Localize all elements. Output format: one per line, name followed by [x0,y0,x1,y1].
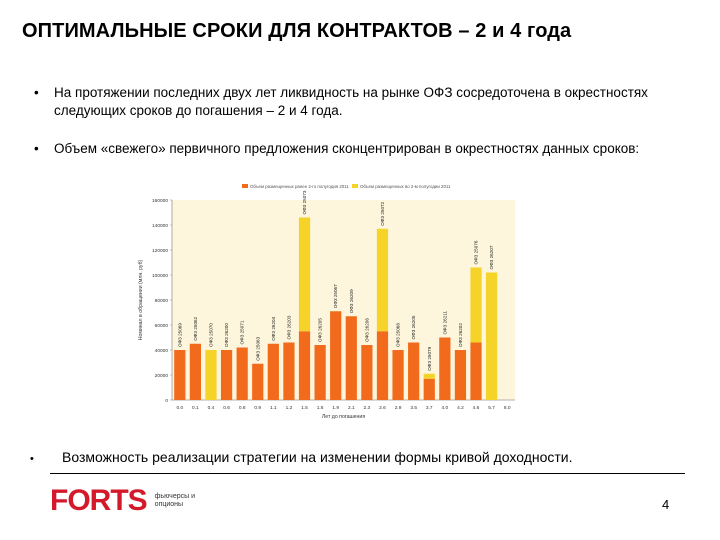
legend-label: Объем размещенных во 2-м полугодии 2011 [360,184,451,189]
bar-label: ОФЗ 25073 [302,190,307,214]
bar-label: ОФЗ 25069 [177,323,182,347]
x-tick-label: 1.1 [270,405,277,411]
bar-label: ОФЗ 26211 [442,311,447,335]
y-tick-label: 140000 [152,223,168,229]
y-tick-label: 20000 [155,373,169,379]
bar-segment [189,343,201,400]
bar-segment [470,342,482,400]
bar-segment [174,350,186,400]
bar-segment [205,350,217,400]
bar-segment [439,337,451,400]
bar-segment [361,345,373,400]
y-tick-label: 40000 [155,348,169,354]
x-tick-label: 0.4 [208,405,215,411]
bar-segment [345,316,357,400]
bar-segment [283,342,295,400]
slide-title: ОПТИМАЛЬНЫЕ СРОКИ ДЛЯ КОНТРАКТОВ – 2 и 4… [22,20,572,42]
bullet-text: Объем «свежего» первичного предложения с… [54,141,640,156]
bar-label: ОФЗ 26209 [349,289,354,313]
legend-swatch [352,184,358,188]
y-tick-label: 160000 [152,198,168,204]
x-tick-label: 3.7 [426,405,433,411]
x-tick-label: 4.6 [473,405,480,411]
bar-segment [267,343,279,400]
bar-segment [408,342,420,400]
bar-label: ОФЗ 26207 [489,245,494,269]
bar-segment [423,373,435,379]
y-tick-label: 120000 [152,248,168,254]
x-tick-label: 1.2 [286,405,293,411]
y-tick-label: 60000 [155,323,169,329]
bar-label: ОФЗ 26203 [286,315,291,339]
bar-segment [423,378,435,400]
x-tick-label: 0.9 [254,405,261,411]
bar-segment [470,267,482,343]
x-tick-label: 0.0 [176,405,183,411]
bar-label: ОФЗ 25068 [396,323,401,347]
x-tick-label: 2.6 [379,405,386,411]
bar-segment [392,350,404,400]
bar-label: ОФЗ 26200 [224,323,229,347]
x-tick-label: 0.1 [192,405,199,411]
y-tick-label: 0 [165,398,168,404]
bar-segment [252,363,264,400]
bar-segment [376,228,389,332]
bar-segment [486,272,498,400]
bullet-yield-curve: • Возможность реализации стратегии на из… [30,448,684,466]
x-tick-label: 0.6 [223,405,230,411]
bar-label: ОФЗ 25070 [208,323,213,347]
bar-segment [330,311,342,400]
y-tick-label: 100000 [152,273,168,279]
bar-label: ОФЗ 26204 [271,316,276,340]
x-tick-label: 3.5 [410,405,417,411]
bar-chart: 0 20000 40000 60000 80000 100000 120000 140000 1… [138,184,515,420]
bar-label: ОФЗ 26206 [364,318,369,342]
bullet-marker: • [34,85,39,100]
bar-label: ОФЗ 25076 [474,240,479,264]
bar-segment [454,350,467,400]
bar-label: ОФЗ 25063 [255,336,260,360]
bar-label: ОФЗ 26202 [458,323,463,347]
page-number: 4 [662,497,670,512]
bar-segment [298,331,311,400]
footer-divider [50,473,685,474]
x-tick-label: 2.1 [348,405,355,411]
bar-segment [298,217,311,332]
bar-label: ОФЗ 25062 [193,316,198,340]
bar-segment [220,350,233,400]
forts-logo: FORTS фьючерсы и опционы [50,486,215,516]
bullet-liquidity: • На протяжении последних двух лет ликви… [34,84,684,120]
bar-label: ОФЗ 26205 [318,318,323,342]
bar-segment [314,345,326,400]
bar-label: ОФЗ 25071 [240,320,245,344]
bullet-text: На протяжении последних двух лет ликвидн… [54,85,648,118]
bar-label: ОФЗ 26205 [411,315,416,339]
x-tick-label: 1.6 [317,405,324,411]
bar-label: ОФЗ 25072 [380,201,385,225]
y-axis-title: Номинал в обращении (млн. руб) [138,259,144,340]
x-tick-label: 1.5 [301,405,308,411]
x-tick-label: 1.9 [332,405,339,411]
bullet-marker: • [34,141,39,156]
bar-label: ОФЗ 25067 [333,284,338,308]
bullet-marker: • [30,453,34,465]
x-tick-label: 5.7 [488,405,495,411]
y-tick-label: 80000 [155,298,169,304]
bar-segment [236,347,248,400]
x-tick-label: 2.9 [395,405,402,411]
logo-wordmark: FORTS [50,484,148,517]
bullet-text: Возможность реализации стратегии на изме… [62,449,573,465]
x-axis-title: Лет до погашения [322,414,365,420]
x-tick-label: 0.8 [239,405,246,411]
legend-swatch [242,184,248,188]
bar-segment [376,331,389,400]
bullet-primary-supply: • Объем «свежего» первичного предложения… [34,140,684,158]
x-tick-label: 4.2 [457,405,464,411]
bar-label: ОФЗ 25079 [427,346,432,370]
x-tick-label: 8.0 [504,405,511,411]
legend-label: Объем размещенных ранее 2-го полугодия 2… [250,184,349,189]
x-tick-label: 2.3 [364,405,371,411]
logo-subtitle: фьючерсы и опционы [154,493,195,508]
x-tick-label: 4.0 [442,405,449,411]
